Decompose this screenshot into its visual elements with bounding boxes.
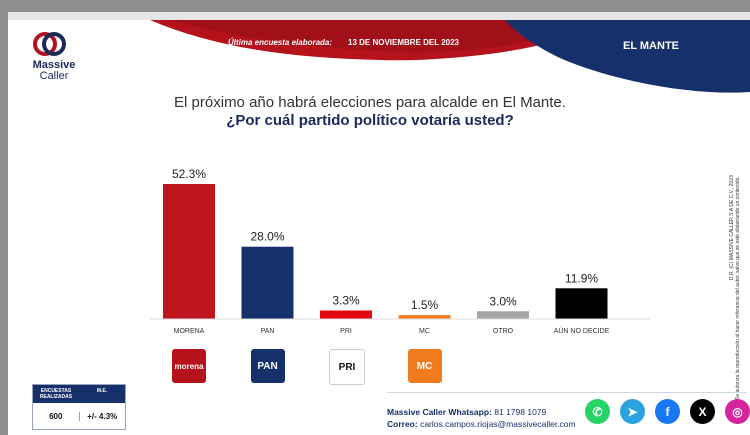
top-frame-bar <box>0 0 750 12</box>
copyright-line-1: D.R. (C) MASSIVE CALLER S.A DE C.V., 202… <box>729 175 735 280</box>
survey-stats-table: ENCUESTAS REALIZADAS M.E. 600 +/- 4.3% <box>32 384 126 430</box>
bar-mc <box>398 315 451 319</box>
category-label: MORENA <box>174 328 205 335</box>
category-label: OTRO <box>493 328 514 335</box>
mc-logo: MC <box>407 349 442 383</box>
bar-pan <box>241 246 294 319</box>
question-line-2: ¿Por cuál partido político votaría usted… <box>226 112 514 129</box>
category-label: PRI <box>340 328 352 335</box>
x-icon[interactable]: X <box>690 399 715 424</box>
value-label: 11.9% <box>565 271 598 285</box>
copyright-line-2: Se autoriza la reproducción al hacer ref… <box>735 176 740 400</box>
value-label: 52.3% <box>172 167 206 181</box>
survey-label: Última encuesta elaborada: <box>228 38 333 47</box>
facebook-icon[interactable]: f <box>655 399 680 424</box>
telegram-icon[interactable]: ➤ <box>620 399 645 424</box>
social-icons: ✆ ➤ f X ◎ <box>585 399 750 424</box>
massive-caller-logo <box>30 30 80 90</box>
stats-margin-value: +/- 4.3% <box>78 411 126 421</box>
value-label: 1.5% <box>411 298 439 312</box>
stats-surveys-value: 600 <box>49 411 63 421</box>
stats-row: 600 +/- 4.3% <box>33 403 125 429</box>
survey-date: 13 DE NOVIEMBRE DEL 2023 <box>348 38 460 47</box>
pri-logo: PRI <box>329 349 365 385</box>
logo-wordmark: Massive Caller <box>24 60 84 82</box>
footer-divider <box>387 392 747 393</box>
copyright-note: D.R. (C) MASSIVE CALLER S.A DE C.V., 202… <box>728 110 741 400</box>
whatsapp-number: 81 1798 1079 <box>494 407 547 417</box>
city-name: EL MANTE <box>622 40 680 52</box>
value-label: 28.0% <box>250 230 284 244</box>
email-address[interactable]: carlos.campos.riojas@massivecaller.com <box>420 419 576 429</box>
bar-a-n-no-decide <box>555 288 608 319</box>
morena-logo: morena <box>172 349 206 383</box>
category-label: PAN <box>261 328 275 335</box>
instagram-icon[interactable]: ◎ <box>725 399 750 424</box>
stats-header-margin: M.E. <box>96 388 108 394</box>
brand-line-2: Caller <box>39 70 69 82</box>
bar-pri <box>320 310 372 319</box>
bar-chart: 52.3% MORENA 28.0% PAN 3.3% PRI 1.5% MC 3.0% OTRO… <box>150 167 650 335</box>
stats-header-surveys: ENCUESTAS REALIZADAS <box>39 388 73 400</box>
value-label: 3.3% <box>332 293 360 307</box>
bar-morena <box>163 184 215 319</box>
header-banner <box>8 12 750 93</box>
pan-logo: PAN <box>250 349 285 383</box>
bar-otro <box>477 311 529 319</box>
category-label: MC <box>419 328 430 335</box>
footer-contact: Massive Caller Whatsapp: 81 1798 1079 Co… <box>387 406 576 430</box>
email-label: Correo: <box>387 419 418 429</box>
category-label: AÚN NO DECIDE <box>554 326 610 335</box>
value-label: 3.0% <box>489 294 517 308</box>
left-frame-bar <box>0 12 8 435</box>
stats-header: ENCUESTAS REALIZADAS M.E. <box>33 385 125 403</box>
whatsapp-label: Massive Caller Whatsapp: <box>387 407 492 417</box>
question-line-1: El próximo año habrá elecciones para alc… <box>174 94 566 111</box>
whatsapp-icon[interactable]: ✆ <box>585 399 610 424</box>
brand-line-1: Massive <box>32 59 76 71</box>
